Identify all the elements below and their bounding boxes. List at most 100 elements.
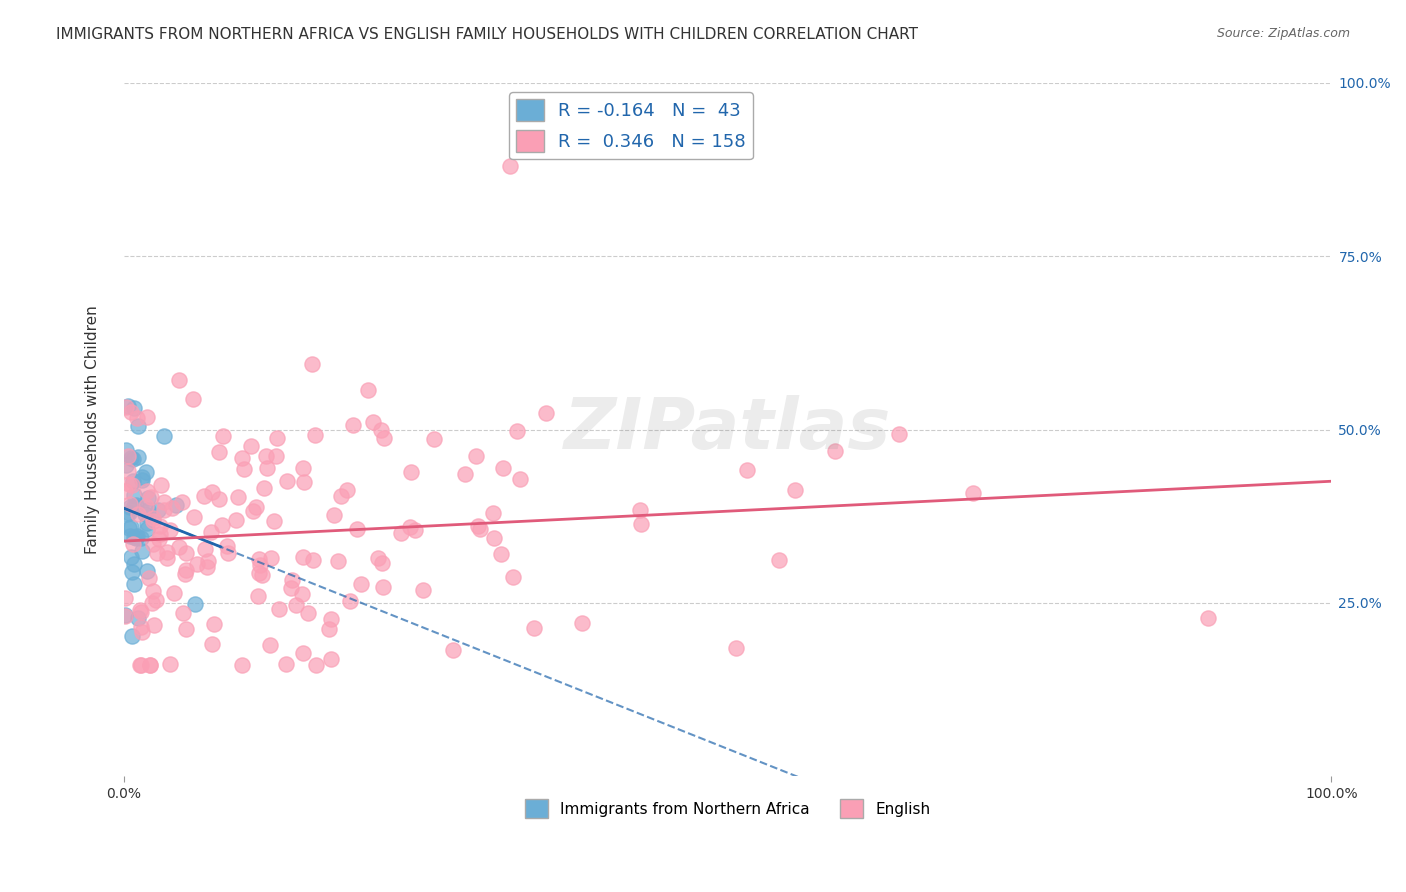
Immigrants from Northern Africa <box>131 544 153 558</box>
English <box>217 539 239 553</box>
English <box>194 542 217 557</box>
English <box>141 597 163 611</box>
English <box>160 500 183 515</box>
English <box>264 449 287 463</box>
English <box>200 525 222 540</box>
Immigrants from Northern Africa <box>165 498 187 512</box>
English <box>367 551 389 566</box>
English <box>281 574 304 588</box>
Immigrants from Northern Africa <box>115 458 138 472</box>
English <box>252 481 274 495</box>
Immigrants from Northern Africa <box>131 473 153 487</box>
English <box>163 585 186 599</box>
English <box>399 520 422 534</box>
English <box>228 490 250 504</box>
Immigrants from Northern Africa <box>120 519 142 533</box>
Immigrants from Northern Africa <box>117 506 139 520</box>
Immigrants from Northern Africa <box>136 564 159 578</box>
Immigrants from Northern Africa <box>122 488 145 502</box>
English <box>129 658 152 673</box>
Immigrants from Northern Africa <box>118 529 141 543</box>
English <box>280 582 302 596</box>
English <box>240 440 263 454</box>
English <box>266 431 288 445</box>
Immigrants from Northern Africa <box>125 528 148 542</box>
Immigrants from Northern Africa <box>122 451 145 466</box>
English <box>371 556 394 570</box>
English <box>250 567 273 582</box>
English <box>785 483 807 497</box>
English <box>401 465 423 479</box>
Text: IMMIGRANTS FROM NORTHERN AFRICA VS ENGLISH FAMILY HOUSEHOLDS WITH CHILDREN CORRE: IMMIGRANTS FROM NORTHERN AFRICA VS ENGLI… <box>56 27 918 42</box>
English <box>153 495 176 509</box>
English <box>129 605 152 619</box>
Immigrants from Northern Africa <box>127 450 149 465</box>
English <box>122 537 145 551</box>
English <box>181 392 204 406</box>
English <box>145 546 167 560</box>
Immigrants from Northern Africa <box>122 401 145 415</box>
English <box>319 612 342 626</box>
English <box>259 638 281 652</box>
English <box>129 620 152 634</box>
English <box>142 536 165 550</box>
Immigrants from Northern Africa <box>117 507 139 521</box>
English <box>114 484 136 499</box>
English <box>768 553 790 567</box>
English <box>149 519 172 533</box>
English <box>297 607 319 621</box>
Immigrants from Northern Africa <box>125 498 148 512</box>
English <box>441 643 464 657</box>
English <box>135 410 157 425</box>
English <box>170 495 193 509</box>
English <box>141 511 163 525</box>
English <box>735 463 758 477</box>
English <box>145 593 167 607</box>
English <box>346 522 368 536</box>
Immigrants from Northern Africa <box>122 577 145 591</box>
English <box>502 570 524 584</box>
English <box>118 497 141 511</box>
Immigrants from Northern Africa <box>127 419 149 434</box>
English <box>117 464 139 478</box>
English <box>232 461 254 475</box>
English <box>304 428 326 442</box>
English <box>156 551 179 566</box>
English <box>231 450 253 465</box>
English <box>142 583 165 598</box>
Text: ZIPatlas: ZIPatlas <box>564 395 891 464</box>
English <box>336 483 359 498</box>
English <box>201 485 224 500</box>
English <box>202 616 225 631</box>
English <box>174 562 197 576</box>
English <box>150 478 173 492</box>
Immigrants from Northern Africa <box>125 531 148 545</box>
Immigrants from Northern Africa <box>136 516 159 531</box>
Immigrants from Northern Africa <box>184 597 207 611</box>
English <box>197 554 219 568</box>
English <box>138 571 160 585</box>
Immigrants from Northern Africa <box>153 429 176 443</box>
Immigrants from Northern Africa <box>148 502 170 516</box>
Immigrants from Northern Africa <box>121 629 143 643</box>
Immigrants from Northern Africa <box>120 500 142 514</box>
English <box>291 461 314 475</box>
English <box>121 478 143 492</box>
Immigrants from Northern Africa <box>122 499 145 513</box>
English <box>114 591 136 605</box>
English <box>357 383 380 397</box>
Y-axis label: Family Households with Children: Family Households with Children <box>86 305 100 554</box>
English <box>139 658 162 673</box>
English <box>135 499 157 513</box>
English <box>125 411 148 425</box>
English <box>246 589 269 603</box>
Immigrants from Northern Africa <box>122 531 145 545</box>
English <box>141 514 163 528</box>
English <box>373 431 395 445</box>
English <box>276 475 298 489</box>
Immigrants from Northern Africa <box>120 451 142 466</box>
English <box>454 467 477 482</box>
English <box>174 546 197 560</box>
English <box>1197 611 1219 625</box>
English <box>305 658 328 673</box>
